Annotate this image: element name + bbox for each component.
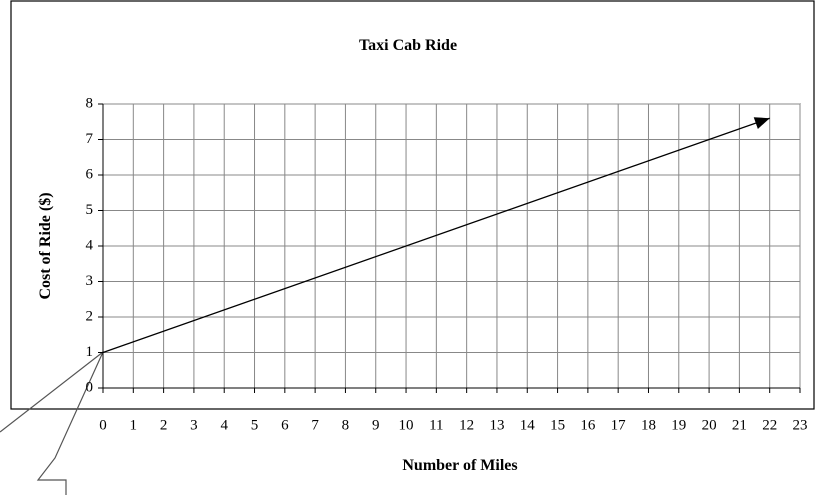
x-tick-label: 15: [550, 417, 565, 433]
x-tick-label: 20: [702, 417, 717, 433]
x-tick-label: 8: [342, 417, 350, 433]
x-tick-label: 10: [399, 417, 414, 433]
x-tick-label: 4: [220, 417, 228, 433]
y-tick-label: 5: [86, 202, 94, 218]
x-tick-label: 22: [762, 417, 777, 433]
y-axis-label: Cost of Ride ($): [37, 192, 54, 299]
y-tick-label: 3: [86, 273, 94, 289]
callout: [0, 351, 104, 495]
x-tick-label: 9: [372, 417, 380, 433]
arrowhead: [753, 117, 770, 129]
x-tick-label: 7: [311, 417, 319, 433]
x-tick-label: 19: [671, 417, 686, 433]
x-tick-label: 13: [489, 417, 504, 433]
x-tick-label: 14: [520, 417, 536, 433]
x-tick-label: 16: [580, 417, 596, 433]
y-tick-label: 8: [86, 95, 94, 111]
x-tick-label: 3: [190, 417, 198, 433]
x-tick-label: 1: [130, 417, 138, 433]
x-tick-label: 18: [641, 417, 656, 433]
x-tick-label: 12: [459, 417, 474, 433]
y-tick-label: 6: [86, 166, 94, 182]
callout-line: [36, 351, 104, 495]
x-tick-label: 21: [732, 417, 747, 433]
chart-title: Taxi Cab Ride: [359, 37, 457, 54]
x-tick-label: 0: [99, 417, 107, 433]
x-tick-label: 6: [281, 417, 289, 433]
x-tick-label: 5: [251, 417, 259, 433]
x-tick-label: 17: [611, 417, 627, 433]
x-axis-label: Number of Miles: [402, 457, 517, 474]
x-tick-label: 23: [793, 417, 808, 433]
line: [102, 117, 770, 354]
y-tick-label: 7: [86, 131, 94, 147]
y-tick-label: 2: [86, 308, 94, 324]
y-tick-label: 4: [86, 237, 94, 253]
y-tick-label: 1: [86, 344, 94, 360]
x-tick-label: 11: [429, 417, 443, 433]
y-tick-label: 0: [86, 379, 94, 395]
x-tick-label: 2: [160, 417, 168, 433]
callout-line: [0, 351, 104, 433]
